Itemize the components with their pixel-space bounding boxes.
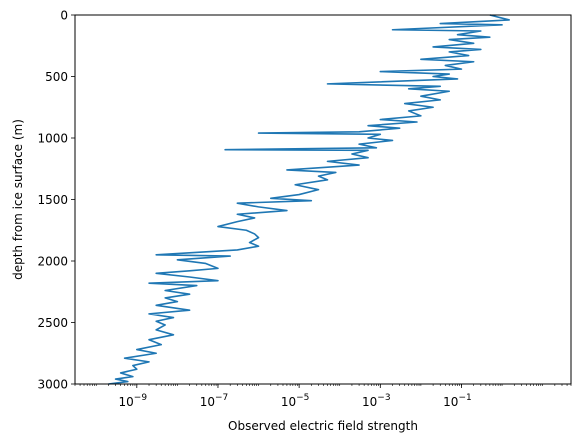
- y-tick-label: 1000: [37, 132, 68, 146]
- plot-frame: [74, 14, 572, 385]
- x-tick-label: 10−1: [443, 393, 472, 409]
- x-tick-label: 10−7: [200, 393, 229, 409]
- y-tick-label: 2000: [37, 255, 68, 269]
- series-line: [108, 14, 511, 385]
- x-tick-label: 10−3: [362, 393, 391, 409]
- x-tick-label: 10−9: [119, 393, 148, 409]
- series-layer: [108, 14, 511, 385]
- y-tick-label: 2500: [37, 316, 68, 330]
- y-tick-label: 0: [60, 9, 68, 23]
- x-tick-label: 10−5: [281, 393, 310, 409]
- y-tick-label: 1500: [37, 193, 68, 207]
- ticks-layer: 10−9 10−7 10−5 10−3 10−1 0 500 1000 1500 2000 2500…: [37, 9, 572, 409]
- y-axis-label: depth from ice surface (m): [11, 119, 25, 280]
- y-tick-label: 500: [45, 70, 68, 84]
- x-axis-label: Observed electric field strength: [228, 419, 418, 433]
- y-tick-label: 3000: [37, 378, 68, 392]
